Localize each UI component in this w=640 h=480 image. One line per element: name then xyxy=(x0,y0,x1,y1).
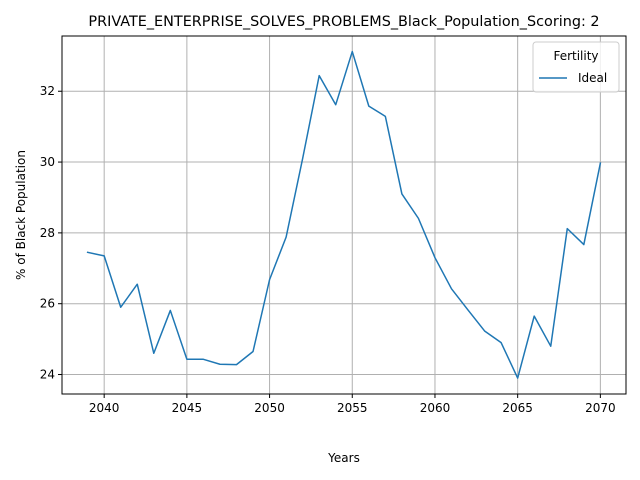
series-layer xyxy=(86,50,602,379)
plot-frame xyxy=(61,35,627,395)
x-axis-ticks: 2040 2045 2050 2055 2060 2065 2070 xyxy=(89,394,616,415)
x-tick-label: 2045 xyxy=(172,401,203,415)
x-tick-label: 2065 xyxy=(502,401,533,415)
x-tick-label: 2050 xyxy=(254,401,285,415)
x-axis-label: Years xyxy=(327,451,360,465)
y-tick-label: 24 xyxy=(40,368,55,382)
x-tick-label: 2040 xyxy=(89,401,120,415)
legend: Fertility Ideal xyxy=(532,41,620,93)
legend-label-ideal: Ideal xyxy=(578,71,607,85)
y-tick-label: 26 xyxy=(40,297,55,311)
y-tick-label: 28 xyxy=(40,226,55,240)
x-tick-label: 2055 xyxy=(337,401,368,415)
legend-box xyxy=(532,41,620,93)
y-axis-ticks: 24 26 28 30 32 xyxy=(40,84,62,382)
y-axis-label: % of Black Population xyxy=(14,150,28,280)
legend-title: Fertility xyxy=(553,49,598,63)
y-tick-label: 32 xyxy=(40,84,55,98)
x-tick-label: 2070 xyxy=(585,401,616,415)
y-tick-label: 30 xyxy=(40,155,55,169)
grid-layer xyxy=(62,36,626,394)
series-line-ideal xyxy=(86,50,602,379)
x-tick-label: 2060 xyxy=(420,401,451,415)
plot-area xyxy=(62,36,626,394)
chart-title: PRIVATE_ENTERPRISE_SOLVES_PROBLEMS_Black… xyxy=(88,14,599,30)
